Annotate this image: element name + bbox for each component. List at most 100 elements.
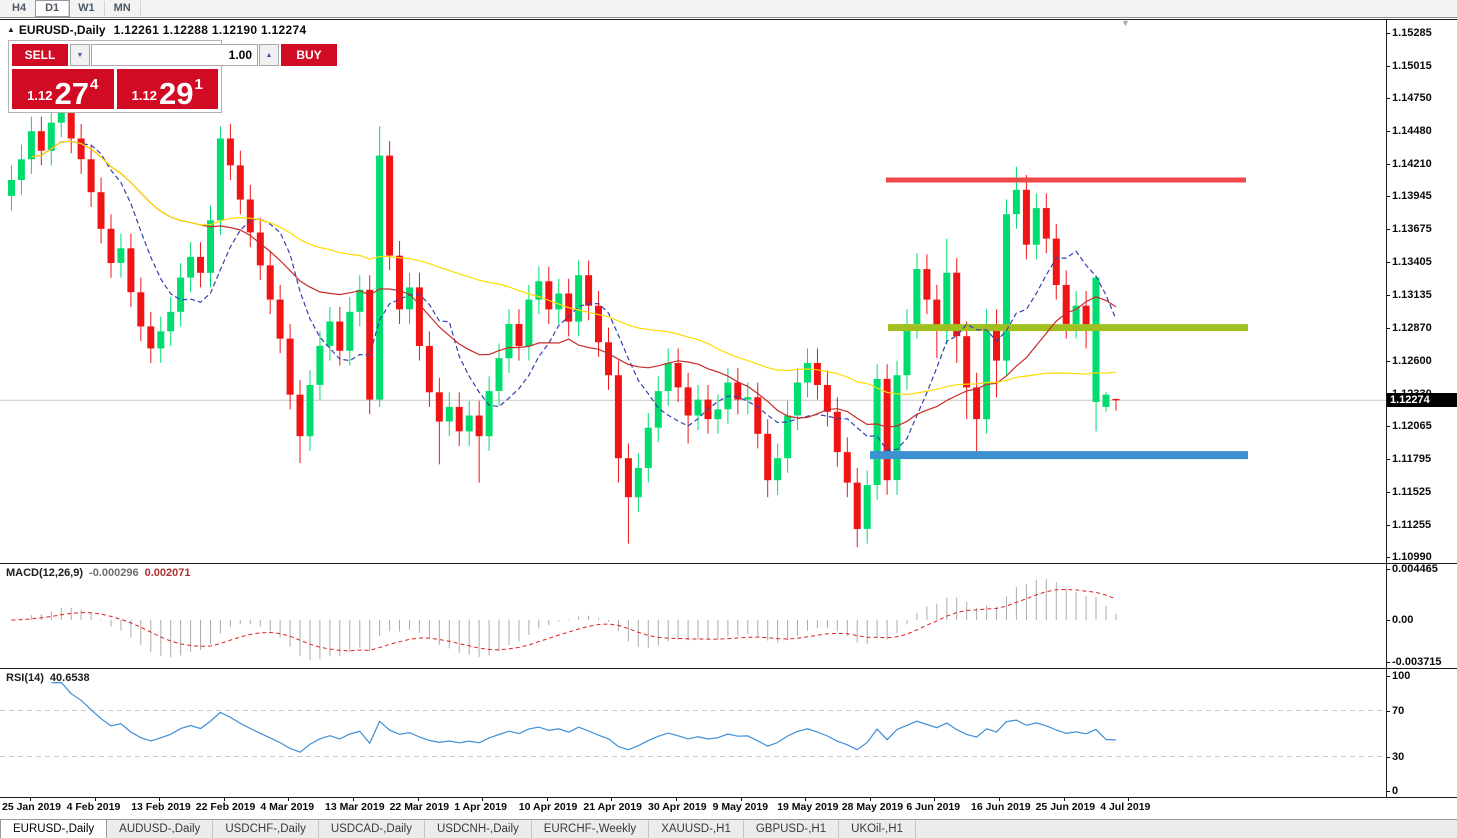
candle-body bbox=[137, 292, 145, 327]
price-axis-tick bbox=[1386, 360, 1390, 362]
candle-body bbox=[863, 485, 871, 529]
timeframe-button-d1[interactable]: D1 bbox=[35, 0, 71, 17]
candle-body bbox=[784, 415, 792, 459]
date-axis-tick bbox=[417, 797, 419, 801]
candle-body bbox=[316, 345, 324, 385]
candle-body bbox=[1052, 238, 1060, 285]
tab-usdcnh-daily[interactable]: USDCNH-,Daily bbox=[425, 820, 532, 838]
price-axis-label: 1.11525 bbox=[1392, 485, 1432, 498]
volume-decrease-button[interactable]: ▼ bbox=[70, 44, 90, 66]
candle bbox=[127, 233, 135, 307]
candle bbox=[1052, 223, 1060, 300]
candle bbox=[346, 297, 354, 366]
candle bbox=[515, 309, 523, 361]
timeframe-button-mn[interactable]: MN bbox=[105, 1, 141, 16]
candle bbox=[256, 217, 264, 281]
date-axis-label: 21 Apr 2019 bbox=[583, 801, 642, 813]
candle-body bbox=[873, 378, 881, 485]
candle-body bbox=[67, 106, 75, 139]
candle-body bbox=[445, 406, 453, 422]
date-axis-label: 13 Feb 2019 bbox=[131, 801, 191, 813]
date-axis-tick bbox=[94, 797, 96, 801]
candle-body bbox=[197, 256, 204, 273]
tab-eurusd-daily[interactable]: EURUSD-,Daily bbox=[0, 820, 108, 838]
candle bbox=[425, 331, 433, 407]
candle-body bbox=[167, 311, 175, 332]
timeframe-button-w1[interactable]: W1 bbox=[69, 1, 105, 16]
candle-body bbox=[923, 269, 931, 300]
buy-button[interactable]: BUY bbox=[281, 44, 337, 66]
candle-body bbox=[993, 324, 1000, 361]
tab-ukoil-h1[interactable]: UKOil-,H1 bbox=[839, 820, 916, 838]
candle-body bbox=[177, 277, 185, 312]
volume-input[interactable] bbox=[91, 44, 258, 66]
candle bbox=[236, 150, 244, 215]
date-axis-tick bbox=[934, 797, 936, 801]
timeframe-button-h4[interactable]: H4 bbox=[3, 1, 37, 16]
price-axis-label: 1.15015 bbox=[1392, 59, 1432, 72]
candle bbox=[853, 467, 861, 548]
sell-button[interactable]: SELL bbox=[12, 44, 68, 66]
price-axis-label: 1.13675 bbox=[1392, 223, 1432, 236]
candle bbox=[107, 214, 115, 278]
tab-xauusd-h1[interactable]: XAUUSD-,H1 bbox=[649, 820, 744, 838]
candle-body bbox=[475, 415, 483, 437]
pivot-line[interactable] bbox=[888, 324, 1248, 332]
buy-price-box[interactable]: 1.12 29 1 bbox=[116, 69, 218, 109]
tab-gbpusd-h1[interactable]: GBPUSD-,H1 bbox=[744, 820, 840, 838]
macd-signal-line bbox=[11, 588, 1117, 652]
candle bbox=[823, 370, 831, 427]
candle-body bbox=[823, 385, 831, 412]
macd-separator[interactable] bbox=[0, 563, 1457, 564]
tab-usdchf-daily[interactable]: USDCHF-,Daily bbox=[213, 820, 319, 838]
macd-name: MACD(12,26,9) bbox=[6, 567, 84, 579]
candle bbox=[465, 400, 473, 446]
candle-body bbox=[913, 269, 921, 324]
date-axis-label: 30 Apr 2019 bbox=[648, 801, 707, 813]
candle-body bbox=[77, 138, 85, 160]
sell-price-big: 27 bbox=[54, 75, 89, 111]
tab-eurchf-weekly[interactable]: EURCHF-,Weekly bbox=[532, 820, 650, 838]
chart-shift-marker-icon[interactable]: ▼ bbox=[1121, 18, 1130, 28]
tab-usdcad-daily[interactable]: USDCAD-,Daily bbox=[319, 820, 425, 838]
macd-panel[interactable] bbox=[0, 565, 1386, 668]
price-axis-label: 1.12870 bbox=[1392, 321, 1432, 334]
price-axis-tick bbox=[1386, 33, 1390, 34]
date-axis-tick bbox=[546, 797, 548, 801]
support-line[interactable] bbox=[870, 451, 1248, 460]
price-axis-tick bbox=[1386, 295, 1390, 297]
resistance-line[interactable] bbox=[886, 177, 1246, 183]
candle bbox=[634, 453, 642, 512]
rsi-separator[interactable] bbox=[0, 668, 1457, 669]
candle-body bbox=[654, 391, 662, 428]
candle-body bbox=[37, 131, 45, 151]
volume-up-icon: ▲ bbox=[265, 51, 273, 59]
rsi-panel[interactable] bbox=[0, 670, 1386, 797]
date-axis-label: 4 Mar 2019 bbox=[260, 801, 315, 813]
volume-increase-button[interactable]: ▲ bbox=[259, 44, 279, 66]
candle-body bbox=[853, 482, 861, 529]
candle bbox=[1012, 166, 1020, 229]
candle-body bbox=[555, 293, 563, 310]
candle bbox=[306, 370, 314, 451]
price-axis-tick bbox=[1386, 98, 1390, 100]
candle bbox=[893, 360, 901, 495]
price-axis-label: 1.14210 bbox=[1392, 158, 1432, 171]
candle-body bbox=[306, 385, 314, 437]
volume-down-icon: ▼ bbox=[76, 51, 84, 59]
candle bbox=[137, 277, 145, 342]
candle-body bbox=[266, 265, 274, 300]
price-axis-label: 1.13405 bbox=[1392, 256, 1432, 269]
candle bbox=[1102, 392, 1110, 412]
candle-body bbox=[963, 336, 971, 388]
collapse-triangle-icon[interactable]: ▲ bbox=[7, 25, 15, 34]
candle-body bbox=[356, 289, 364, 312]
candle bbox=[396, 241, 403, 324]
price-chart[interactable] bbox=[0, 19, 1386, 563]
candle bbox=[654, 376, 662, 443]
sell-price-box[interactable]: 1.12 27 4 bbox=[12, 69, 114, 109]
candle-body bbox=[933, 299, 941, 331]
tab-audusd-daily[interactable]: AUDUSD-,Daily bbox=[107, 820, 214, 838]
candle bbox=[1072, 291, 1080, 339]
price-axis-label: 1.14480 bbox=[1392, 125, 1432, 138]
